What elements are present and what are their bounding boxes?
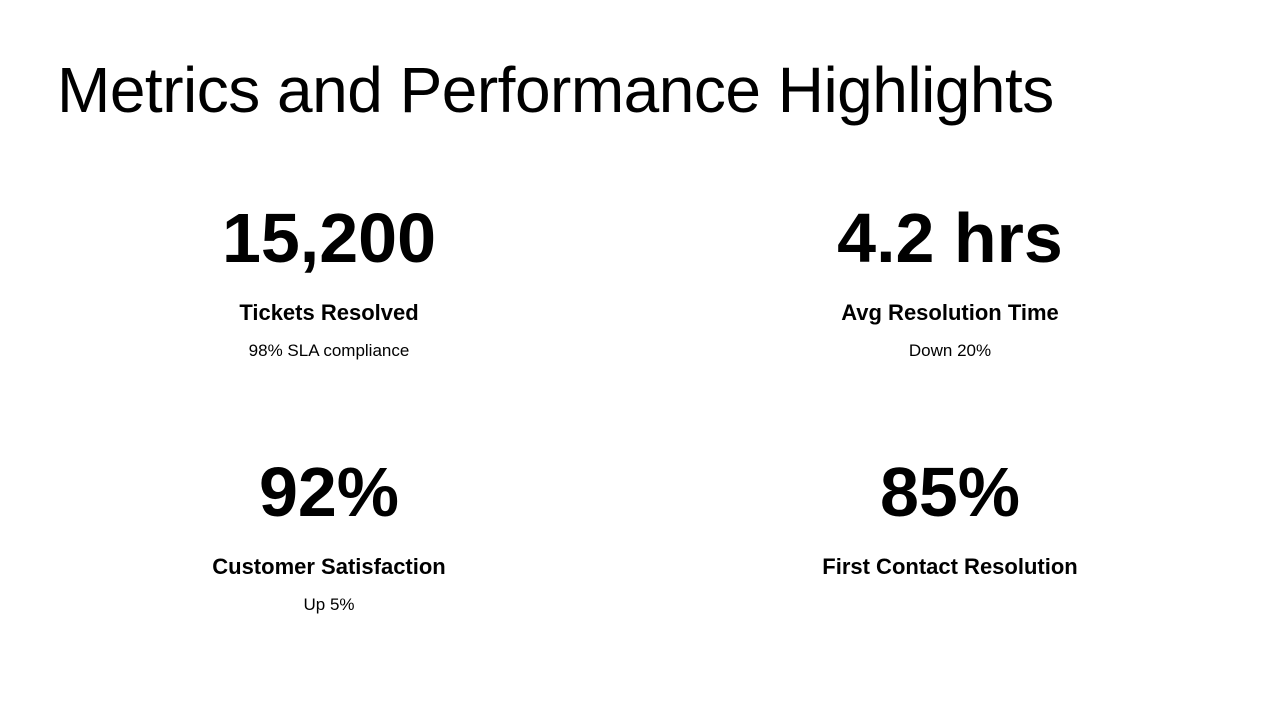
metric-first-contact-resolution: 85% First Contact Resolution	[670, 452, 1230, 595]
metric-note: 98% SLA compliance	[248, 341, 410, 360]
metric-note: Down 20%	[908, 341, 992, 360]
metric-value: 92%	[258, 453, 400, 531]
metric-note: Up 5%	[303, 595, 355, 614]
metric-label: First Contact Resolution	[822, 554, 1078, 579]
metric-label: Avg Resolution Time	[841, 300, 1059, 325]
metric-value: 4.2 hrs	[837, 199, 1063, 277]
metric-value: 85%	[879, 453, 1021, 531]
slide-title: Metrics and Performance Highlights	[57, 54, 1054, 126]
metric-customer-satisfaction: 92% Customer Satisfaction Up 5%	[49, 452, 609, 615]
metric-value: 15,200	[221, 199, 437, 277]
metric-avg-resolution-time: 4.2 hrs Avg Resolution Time Down 20%	[670, 198, 1230, 361]
metric-tickets-resolved: 15,200 Tickets Resolved 98% SLA complian…	[49, 198, 609, 361]
metric-label: Tickets Resolved	[239, 300, 419, 325]
metric-label: Customer Satisfaction	[212, 554, 446, 579]
